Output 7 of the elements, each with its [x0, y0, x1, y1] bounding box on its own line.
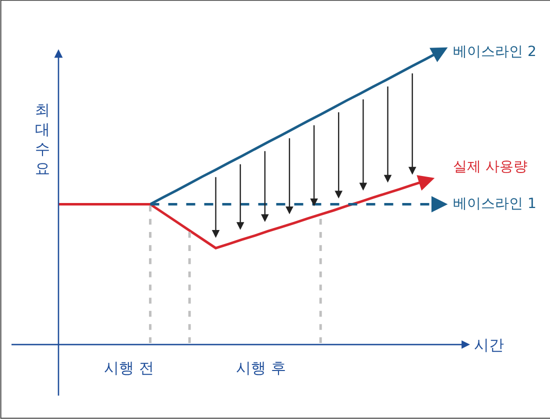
y-axis-title: 최대수요 — [35, 101, 50, 178]
series-label: 베이스라인 2 — [453, 44, 536, 60]
series-label: 베이스라인 1 — [453, 196, 536, 212]
x-axis-title: 시간 — [474, 336, 504, 354]
text: 시행 전 — [104, 359, 154, 377]
series-label: 실제 사용량 — [453, 159, 528, 175]
text: 시행 후 — [236, 359, 286, 377]
